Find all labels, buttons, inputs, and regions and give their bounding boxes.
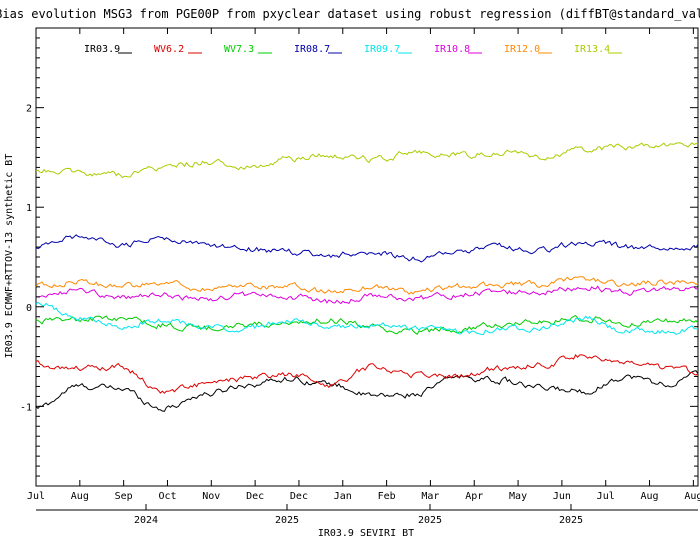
series-line-ir12-0 [35,276,699,295]
series-line-wv7-3 [35,315,699,336]
legend-label-ir10-8: IR10.8 [434,44,470,55]
y-tick-label: 0 [26,303,32,314]
x-axis-label: IR03.9 SEVIRI BT [318,528,414,539]
legend-label-wv7-3: WV7.3 [224,44,254,55]
x-month-label: Dec [246,491,264,502]
x-month-label: Nov [202,491,220,502]
series-line-ir10-8 [35,285,699,305]
x-month-label: Mar [421,491,439,502]
series-line-wv6-2 [35,354,699,394]
x-month-label: Feb [378,491,396,502]
x-month-label: Jan [334,491,352,502]
year-tick-label: 2024 [134,515,158,526]
x-month-label: Aug [641,491,659,502]
legend-label-ir09-7: IR09.7 [364,44,400,55]
legend-label-wv6-2: WV6.2 [154,44,184,55]
x-month-label: Aug [684,491,700,502]
series-line-ir08-7 [35,234,699,263]
x-axis: Jul Aug Sep Oct Nov Dec Dec Jan Feb Mar Apr May Jun J… [27,28,700,502]
legend-label-ir12-0: IR12.0 [504,44,540,55]
x-month-label: Jun [553,491,571,502]
chart-title: Bias evolution MSG3 from PGE00P from pxy… [0,7,700,21]
legend-label-ir13-4: IR13.4 [574,44,610,55]
year-tick-label: 2025 [559,515,583,526]
legend-label-ir08-7: IR08.7 [294,44,330,55]
y-axis: -1 0 1 2 [20,27,698,487]
legend-label-ir03-9: IR03.9 [84,44,120,55]
x-month-label: Oct [158,491,176,502]
plot-frame [35,27,699,487]
y-tick-label: 1 [26,203,32,214]
series-group [35,142,699,412]
x-month-label: Dec [290,491,308,502]
series-line-ir13-4 [35,142,699,179]
series-line-ir03-9 [35,370,699,412]
y-tick-label: 2 [26,104,32,115]
series-line-ir09-7 [35,301,699,336]
year-axis: 2024 2025 2025 2025 [36,504,698,526]
year-tick-label: 2025 [275,515,299,526]
legend: IR03.9 WV6.2 WV7.3 IR08.7 IR09.7 IR10.8 IR12.0… [84,44,622,55]
x-month-label: Aug [71,491,89,502]
x-month-label: Jul [27,491,45,502]
year-tick-label: 2025 [418,515,442,526]
x-month-label: Jul [597,491,615,502]
x-month-label: Sep [115,491,133,502]
y-tick-label: -1 [20,402,32,413]
x-month-label: Apr [465,491,483,502]
x-month-label: May [509,491,527,502]
y-axis-label: IR03.9 ECMWF+RTTOV-13 synthetic BT [4,154,15,359]
